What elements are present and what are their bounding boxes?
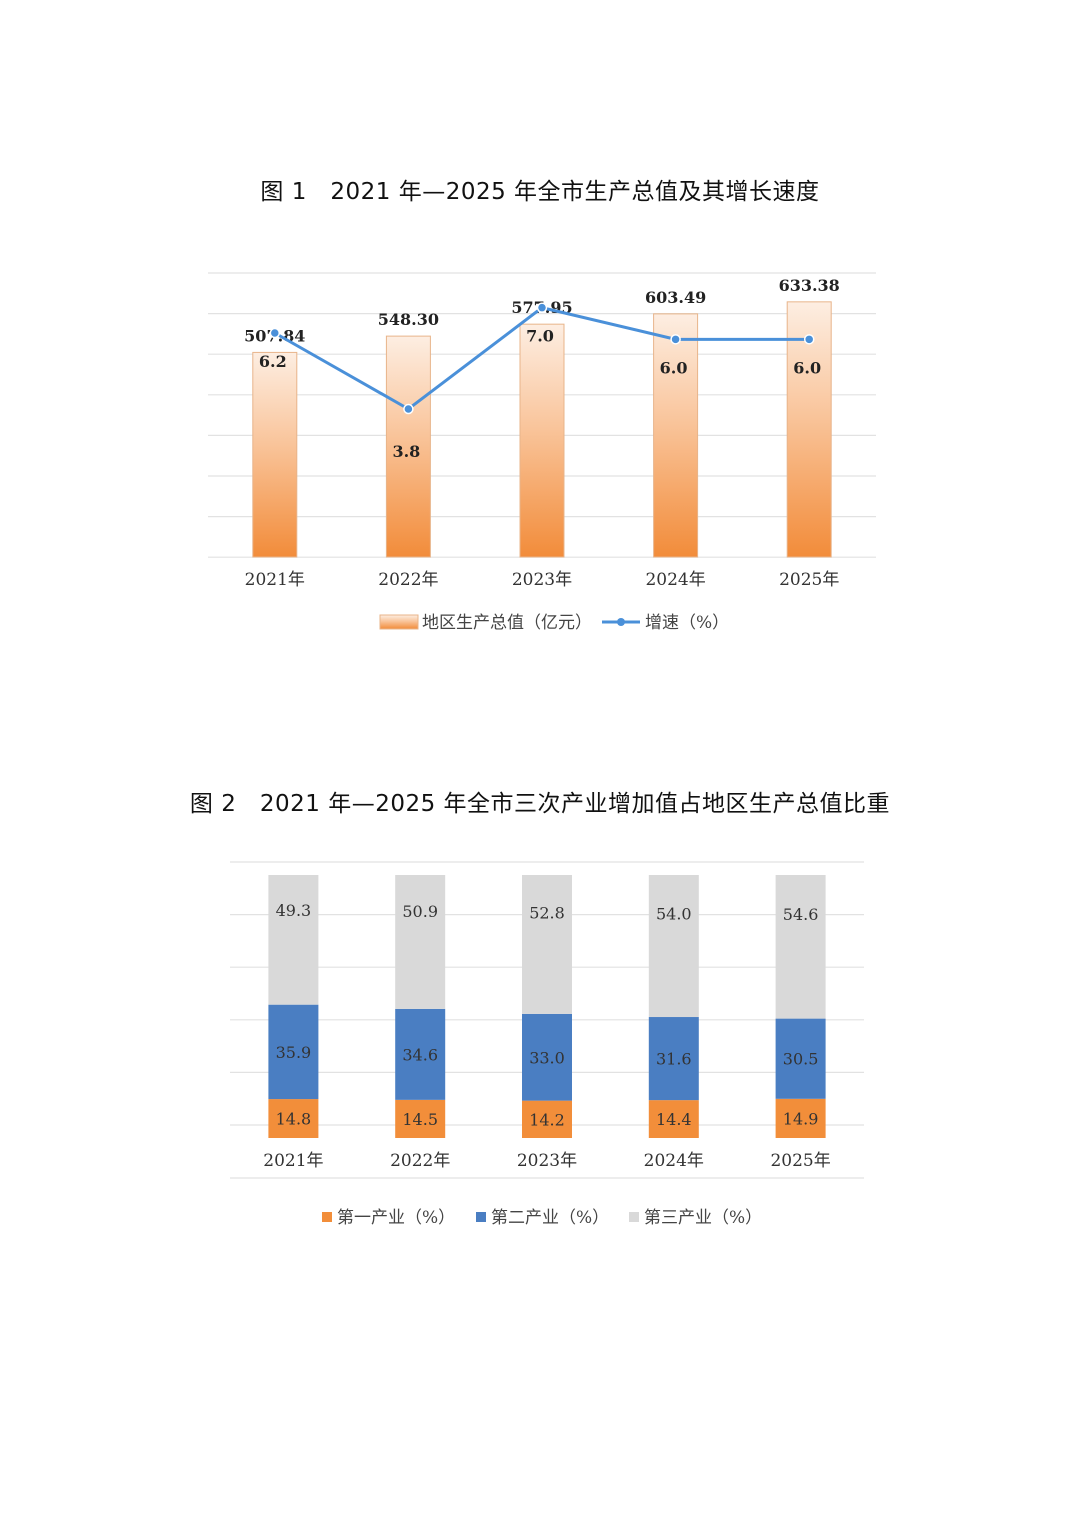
stack-segment — [522, 875, 572, 1014]
legend-growth-marker — [617, 618, 625, 626]
stack-segment — [648, 1100, 699, 1138]
chart2-category-labels: 2021年 2022年 2023年 2024年 2025年 — [263, 1151, 830, 1171]
chart1-growth-labels: 6.2 3.8 7.0 6.0 6.0 — [259, 327, 821, 461]
stack-segment — [522, 1100, 572, 1138]
legend-growth-label: 增速（%） — [645, 613, 729, 633]
growth-value-label: 7.0 — [526, 327, 554, 346]
category-label: 2021年 — [263, 1151, 323, 1171]
chart1-legend: 地区生产总值（亿元） 增速（%） — [379, 613, 729, 633]
segment-value-label: 50.9 — [402, 902, 438, 921]
legend-gdp-label: 地区生产总值（亿元） — [422, 613, 592, 633]
gdp-bar — [385, 335, 431, 558]
chart2-segment-labels: 14.8 35.9 49.3 14.5 34.6 50.9 14.2 33.0 52.8 14.4… — [276, 901, 819, 1129]
growth-point — [269, 327, 281, 339]
growth-value-label: 6.0 — [660, 358, 688, 377]
chart2-legend: 第一产业（%） 第二产业（%） 第三产业（%） — [322, 1208, 762, 1228]
category-label: 2025年 — [770, 1151, 830, 1171]
stack-segment — [395, 1008, 446, 1100]
figure2-title: 图 2 2021 年—2025 年全市三次产业增加值占地区生产总值比重 — [189, 791, 891, 817]
segment-value-label: 54.6 — [783, 905, 819, 924]
segment-value-label: 35.9 — [276, 1043, 312, 1062]
growth-value-label: 6.2 — [259, 352, 287, 371]
legend-swatch — [629, 1212, 639, 1222]
gdp-bar — [519, 323, 565, 558]
stack-segment — [775, 1098, 826, 1138]
chart1-growth-line — [269, 302, 815, 415]
gdp-bar — [252, 351, 298, 558]
category-label: 2023年 — [512, 570, 572, 590]
segment-value-label: 14.9 — [783, 1109, 819, 1128]
growth-value-label: 3.8 — [392, 442, 420, 461]
segment-value-label: 14.4 — [656, 1110, 692, 1129]
category-label: 2023年 — [517, 1151, 577, 1171]
stack-segment — [268, 1099, 319, 1138]
legend-swatch — [476, 1212, 486, 1222]
category-label: 2022年 — [378, 570, 438, 590]
growth-point — [403, 403, 414, 415]
stack-segment — [395, 875, 446, 1009]
growth-value-label: 6.0 — [793, 358, 821, 377]
gdp-bar — [653, 313, 699, 558]
legend-label: 第二产业（%） — [491, 1208, 609, 1228]
legend-label: 第三产业（%） — [644, 1208, 762, 1228]
chart1-category-labels: 2021年 2022年 2023年 2024年 2025年 — [245, 570, 840, 590]
category-label: 2025年 — [779, 570, 839, 590]
stack-segment — [648, 875, 699, 1018]
segment-value-label: 14.5 — [402, 1110, 438, 1129]
growth-point — [670, 334, 681, 345]
segment-value-label: 33.0 — [529, 1048, 565, 1067]
segment-value-label: 49.3 — [276, 901, 312, 920]
category-label: 2022年 — [390, 1151, 450, 1171]
industry-share-chart: 14.8 35.9 49.3 14.5 34.6 50.9 14.2 33.0 52.8 14.4… — [230, 861, 864, 1228]
segment-value-label: 30.5 — [783, 1050, 819, 1069]
category-label: 2024年 — [645, 570, 705, 590]
legend-gdp-swatch — [379, 614, 419, 630]
growth-point — [536, 302, 548, 313]
category-label: 2024年 — [644, 1151, 704, 1171]
segment-value-label: 31.6 — [656, 1050, 692, 1069]
stack-segment — [268, 1004, 319, 1100]
stack-segment — [648, 1017, 699, 1101]
legend-swatch — [322, 1212, 332, 1222]
segment-value-label: 14.2 — [529, 1110, 565, 1129]
segment-value-label: 54.0 — [656, 904, 692, 923]
chart1-bars — [252, 301, 832, 558]
stack-segment — [775, 1018, 826, 1099]
segment-value-label: 34.6 — [402, 1045, 438, 1064]
segment-value-label: 14.8 — [276, 1110, 312, 1129]
stack-segment — [522, 1013, 572, 1101]
category-label: 2021年 — [245, 570, 305, 590]
stack-segment — [268, 875, 319, 1005]
growth-point — [803, 334, 815, 345]
gdp-value-label: 603.49 — [645, 288, 706, 307]
chart2-stacked-bars — [268, 875, 826, 1138]
figure1-title: 图 1 2021 年—2025 年全市生产总值及其增长速度 — [260, 179, 820, 205]
stack-segment — [775, 875, 826, 1019]
gdp-value-label: 633.38 — [779, 276, 840, 295]
segment-value-label: 52.8 — [529, 903, 565, 922]
gdp-value-label: 548.30 — [378, 310, 439, 329]
legend-label: 第一产业（%） — [337, 1208, 455, 1228]
stack-segment — [395, 1099, 446, 1138]
